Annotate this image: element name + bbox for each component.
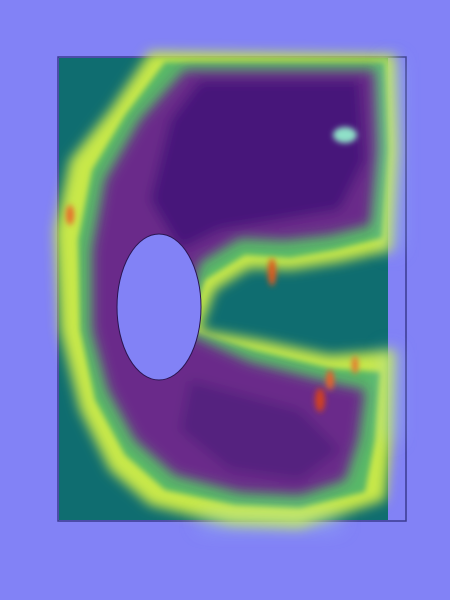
- outer-glow: [200, 60, 398, 527]
- hot-spots: [66, 127, 358, 412]
- hole: [116, 233, 202, 381]
- dark-purple-lower: [180, 380, 340, 480]
- light-spot: [333, 127, 357, 143]
- hot-spot: [326, 370, 334, 390]
- glow-bottom: [200, 515, 340, 527]
- hot-spot: [66, 205, 74, 225]
- field-core: [92, 70, 378, 495]
- hot-spot: [352, 356, 358, 374]
- hot-spot: [268, 258, 276, 286]
- dark-purple-region: [150, 80, 365, 250]
- glow-right-bottom: [384, 350, 396, 440]
- hot-spot: [315, 388, 325, 412]
- glow-right-top: [386, 60, 398, 250]
